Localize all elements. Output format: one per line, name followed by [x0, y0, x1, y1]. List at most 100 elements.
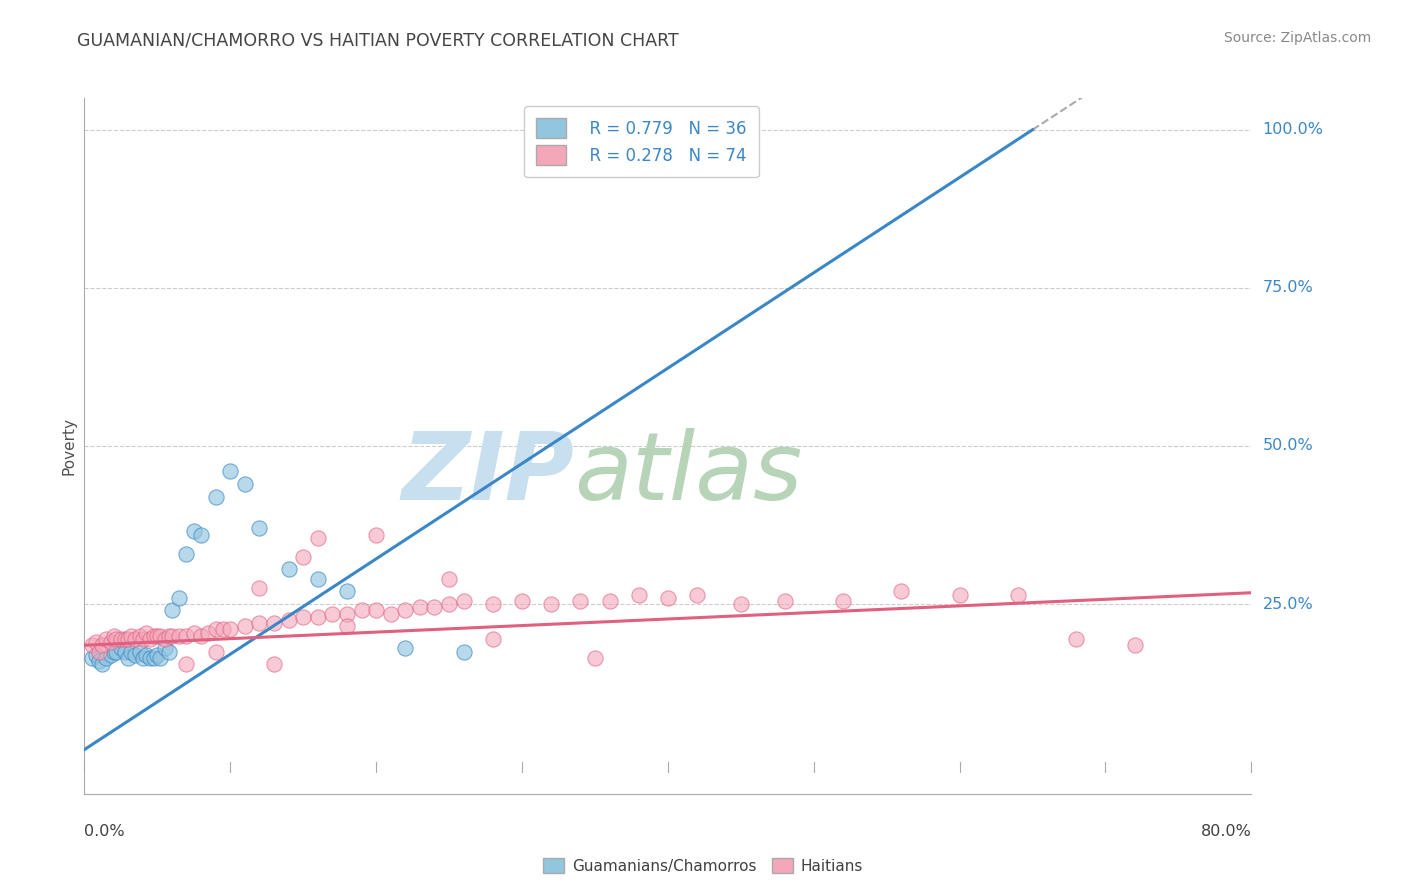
Point — [949, 588, 972, 602]
Point — [292, 549, 315, 564]
Point — [80, 638, 103, 652]
Point — [135, 625, 157, 640]
Point — [1066, 632, 1088, 646]
Point — [730, 597, 752, 611]
Point — [176, 657, 198, 672]
Point — [307, 531, 329, 545]
Point — [100, 635, 122, 649]
Text: 100.0%: 100.0% — [1263, 122, 1323, 137]
Point — [157, 629, 180, 643]
Point — [219, 623, 242, 637]
Point — [105, 644, 128, 658]
Point — [233, 619, 256, 633]
Point — [90, 638, 112, 652]
Point — [96, 632, 118, 646]
Point — [143, 651, 166, 665]
Point — [686, 588, 709, 602]
Text: 0.0%: 0.0% — [84, 824, 125, 839]
Point — [1123, 638, 1146, 652]
Text: 25.0%: 25.0% — [1263, 597, 1313, 612]
Point — [249, 616, 271, 631]
Point — [153, 641, 176, 656]
Point — [1007, 588, 1029, 602]
Point — [114, 644, 136, 658]
Point — [87, 644, 110, 658]
Point — [832, 594, 855, 608]
Point — [84, 648, 107, 662]
Point — [153, 632, 176, 646]
Point — [657, 591, 679, 605]
Point — [394, 641, 416, 656]
Point — [160, 629, 183, 643]
Y-axis label: Poverty: Poverty — [62, 417, 76, 475]
Point — [380, 607, 402, 621]
Point — [190, 527, 212, 541]
Point — [105, 632, 128, 646]
Point — [599, 594, 621, 608]
Point — [366, 527, 388, 541]
Point — [84, 635, 107, 649]
Point — [219, 464, 242, 478]
Point — [453, 594, 475, 608]
Point — [437, 597, 460, 611]
Text: 80.0%: 80.0% — [1201, 824, 1251, 839]
Text: Source: ZipAtlas.com: Source: ZipAtlas.com — [1223, 31, 1371, 45]
Point — [277, 562, 299, 576]
Point — [139, 651, 162, 665]
Point — [90, 657, 112, 672]
Point — [103, 629, 125, 643]
Point — [117, 632, 139, 646]
Point — [569, 594, 592, 608]
Point — [277, 613, 299, 627]
Point — [167, 629, 190, 643]
Point — [139, 632, 162, 646]
Point — [120, 644, 142, 658]
Point — [212, 623, 235, 637]
Point — [482, 597, 505, 611]
Point — [453, 644, 475, 658]
Point — [87, 654, 110, 668]
Point — [176, 547, 198, 561]
Point — [627, 588, 650, 602]
Point — [117, 651, 139, 665]
Text: atlas: atlas — [575, 428, 803, 519]
Point — [157, 644, 180, 658]
Point — [510, 594, 533, 608]
Point — [197, 625, 219, 640]
Point — [114, 632, 136, 646]
Point — [183, 625, 205, 640]
Point — [540, 597, 562, 611]
Point — [96, 651, 118, 665]
Point — [176, 629, 198, 643]
Point — [249, 521, 271, 535]
Point — [292, 609, 315, 624]
Text: GUAMANIAN/CHAMORRO VS HAITIAN POVERTY CORRELATION CHART: GUAMANIAN/CHAMORRO VS HAITIAN POVERTY CO… — [77, 31, 679, 49]
Point — [249, 582, 271, 596]
Point — [890, 584, 912, 599]
Point — [110, 641, 132, 656]
Point — [149, 629, 172, 643]
Point — [103, 644, 125, 658]
Point — [132, 651, 155, 665]
Point — [233, 477, 256, 491]
Point — [583, 651, 606, 665]
Point — [350, 603, 373, 617]
Point — [409, 600, 432, 615]
Point — [183, 524, 205, 539]
Point — [132, 632, 155, 646]
Point — [482, 632, 505, 646]
Point — [336, 584, 359, 599]
Text: ZIP: ZIP — [402, 428, 575, 520]
Point — [423, 600, 446, 615]
Point — [394, 603, 416, 617]
Point — [336, 619, 359, 633]
Point — [128, 629, 150, 643]
Point — [263, 657, 285, 672]
Point — [307, 572, 329, 586]
Point — [135, 648, 157, 662]
Point — [124, 648, 146, 662]
Point — [336, 607, 359, 621]
Point — [100, 648, 122, 662]
Point — [437, 572, 460, 586]
Point — [204, 644, 226, 658]
